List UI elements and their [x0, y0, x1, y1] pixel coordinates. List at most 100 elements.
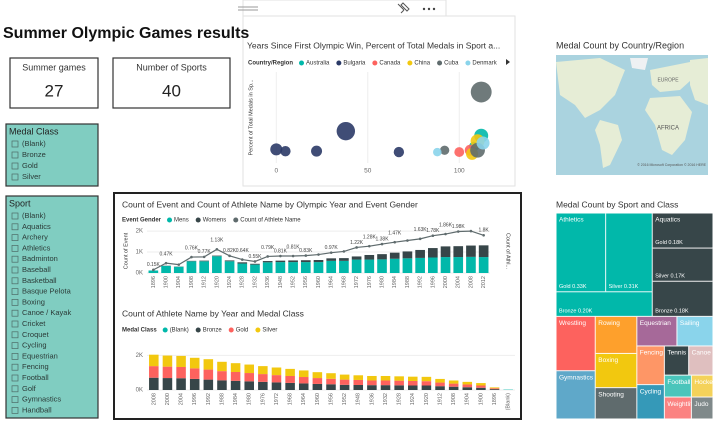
slicer-checkbox[interactable]: [11, 299, 19, 306]
bar-segment[interactable]: [408, 376, 418, 381]
bar-segment[interactable]: [271, 375, 282, 383]
bar-segment[interactable]: [428, 248, 438, 258]
bar-segment[interactable]: [217, 371, 227, 381]
bar-segment[interactable]: [237, 263, 248, 273]
bar-segment[interactable]: [312, 372, 323, 379]
bar-segment[interactable]: [326, 378, 336, 385]
bar-segment[interactable]: [462, 387, 473, 390]
bar-segment[interactable]: [285, 368, 295, 376]
bar-segment[interactable]: [217, 380, 227, 390]
bar-segment[interactable]: [339, 258, 349, 261]
bar-segment[interactable]: [244, 381, 254, 390]
bar-segment[interactable]: [402, 251, 413, 259]
bar-segment[interactable]: [312, 378, 323, 384]
bar-segment[interactable]: [176, 355, 186, 367]
treemap-cell[interactable]: Wrestling: [556, 316, 596, 371]
bar-segment[interactable]: [380, 375, 391, 381]
slicer-checkbox[interactable]: [11, 173, 19, 181]
bar-segment[interactable]: [466, 256, 476, 273]
scatter-point[interactable]: [454, 147, 465, 157]
bar-segment[interactable]: [339, 260, 349, 273]
slicer-checkbox[interactable]: [11, 266, 19, 274]
treemap-cell[interactable]: Gold 0.18K: [652, 213, 713, 249]
slicer-checkbox[interactable]: [11, 234, 19, 241]
slicer-checkbox[interactable]: [11, 212, 19, 220]
bar-segment[interactable]: [224, 260, 235, 262]
slicer-item[interactable]: (Blank): [22, 211, 46, 220]
legend-item[interactable]: Bulgaria: [343, 61, 366, 67]
bar-segment[interactable]: [149, 366, 159, 378]
bar-segment[interactable]: [189, 368, 200, 379]
slicer-item[interactable]: Basketball: [22, 276, 57, 285]
bar-segment[interactable]: [380, 385, 391, 390]
bar-segment[interactable]: [462, 384, 473, 388]
slicer-checkbox[interactable]: [11, 385, 19, 393]
scatter-point[interactable]: [393, 146, 405, 158]
slicer-item[interactable]: Silver: [22, 172, 41, 181]
bar-segment[interactable]: [326, 260, 337, 273]
bar-segment[interactable]: [176, 378, 186, 390]
bar-segment[interactable]: [189, 357, 200, 369]
legend-item[interactable]: Bronze: [203, 328, 223, 334]
bar-segment[interactable]: [212, 256, 222, 273]
drag-handle[interactable]: [238, 6, 258, 11]
slicer-checkbox[interactable]: [11, 151, 19, 159]
bar-segment[interactable]: [173, 266, 184, 273]
bar-segment[interactable]: [435, 378, 445, 383]
bar-segment[interactable]: [339, 379, 350, 385]
bar-segment[interactable]: [466, 245, 476, 257]
bar-segment[interactable]: [389, 252, 400, 259]
bar-segment[interactable]: [258, 374, 268, 382]
bar-segment[interactable]: [453, 257, 464, 273]
slicer-checkbox[interactable]: [11, 320, 19, 328]
bar-segment[interactable]: [353, 379, 364, 385]
bar-segment[interactable]: [275, 260, 286, 263]
bar-segment[interactable]: [462, 381, 473, 385]
map[interactable]: [556, 55, 708, 175]
bar-segment[interactable]: [258, 366, 268, 375]
scatter-point[interactable]: [476, 136, 490, 150]
scatter-point[interactable]: [336, 121, 356, 141]
bar-segment[interactable]: [224, 261, 235, 273]
slicer-item[interactable]: Aquatics: [22, 222, 51, 231]
bar-segment[interactable]: [353, 375, 364, 380]
treemap-cell[interactable]: Football: [664, 375, 692, 398]
bar-segment[interactable]: [478, 257, 489, 273]
treemap-cell[interactable]: Weightlifting: [664, 397, 703, 419]
legend-item[interactable]: Silver: [262, 328, 277, 334]
bar-segment[interactable]: [402, 258, 413, 273]
scatter-point[interactable]: [439, 145, 450, 155]
bar-segment[interactable]: [258, 381, 268, 390]
slicer-checkbox[interactable]: [11, 223, 19, 231]
slicer-item[interactable]: Gold: [22, 161, 38, 170]
slicer-item[interactable]: Athletics: [22, 243, 51, 252]
bar-segment[interactable]: [176, 366, 186, 379]
bar-segment[interactable]: [244, 373, 254, 382]
treemap-cell[interactable]: Shooting: [595, 387, 637, 420]
slicer-item[interactable]: Cricket: [22, 319, 46, 328]
bar-segment[interactable]: [298, 383, 309, 390]
bar-segment[interactable]: [298, 370, 309, 378]
bar-segment[interactable]: [440, 257, 451, 273]
bar-segment[interactable]: [199, 261, 209, 273]
bar-segment[interactable]: [476, 387, 486, 390]
legend-item[interactable]: Womens: [203, 218, 227, 224]
bar-segment[interactable]: [313, 262, 324, 273]
bar-segment[interactable]: [237, 262, 248, 264]
slicer-checkbox[interactable]: [11, 162, 19, 170]
bar-segment[interactable]: [149, 354, 159, 367]
bar-segment[interactable]: [476, 383, 486, 386]
bar-segment[interactable]: [421, 385, 432, 391]
bar-segment[interactable]: [364, 254, 375, 260]
bar-segment[interactable]: [377, 259, 387, 273]
slicer-checkbox[interactable]: [11, 396, 19, 403]
legend-item[interactable]: Denmark: [472, 61, 497, 67]
slicer-item[interactable]: Cycling: [22, 341, 47, 350]
slicer-item[interactable]: Golf: [22, 384, 37, 393]
slicer-checkbox[interactable]: [11, 140, 19, 148]
pin-icon[interactable]: [397, 2, 410, 14]
more-options[interactable]: [422, 7, 436, 11]
bar-segment[interactable]: [230, 372, 241, 381]
slicer-item[interactable]: Croquet: [22, 330, 50, 339]
treemap-cell[interactable]: Bronze 0.20K: [556, 291, 653, 317]
